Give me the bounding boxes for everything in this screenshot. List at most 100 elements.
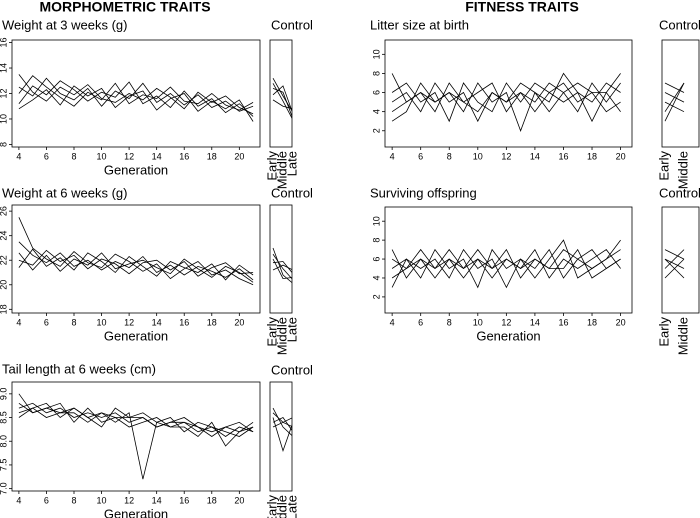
series-line	[272, 264, 292, 271]
y-tick-label: 4	[371, 109, 381, 114]
series-line	[391, 73, 621, 123]
y-tick-label: 6	[371, 257, 381, 262]
panel-title: Weight at 3 weeks (g)	[2, 17, 127, 32]
plot-frame	[384, 39, 633, 148]
x-axis-label: Generation	[104, 506, 168, 518]
series-line	[272, 85, 292, 113]
y-tick-label: 16	[0, 38, 8, 48]
x-tick-label: Early	[656, 151, 671, 181]
x-tick-label: 12	[124, 495, 134, 505]
x-tick-label: 6	[44, 151, 49, 161]
x-tick-label: 8	[71, 317, 76, 327]
x-tick-label: Middle	[274, 317, 289, 355]
x-tick-label: 10	[97, 317, 107, 327]
y-tick-label: 9.0	[0, 388, 8, 401]
x-tick-label: 14	[530, 151, 540, 161]
x-tick-label: 12	[501, 317, 511, 327]
x-tick-label: 12	[501, 151, 511, 161]
x-tick-label: Late	[284, 495, 299, 518]
series-line	[18, 248, 254, 281]
y-tick-label: 20	[0, 280, 8, 290]
plot-frame	[269, 381, 293, 492]
x-tick-label: 18	[587, 151, 597, 161]
series-line	[18, 402, 254, 433]
series-line	[272, 83, 292, 120]
x-tick-label: 8	[71, 151, 76, 161]
x-tick-label: Late	[284, 317, 299, 342]
x-axis-label: Generation	[476, 328, 540, 343]
plot-frame	[661, 206, 700, 314]
x-tick-label: Middle	[675, 317, 690, 355]
x-tick-label: Early	[656, 317, 671, 347]
plot-frame	[11, 381, 261, 492]
panel-title: Litter size at birth	[370, 17, 469, 32]
x-tick-label: 16	[179, 317, 189, 327]
x-tick-label: 10	[473, 151, 483, 161]
series-line	[391, 72, 621, 123]
y-tick-label: 7.5	[0, 459, 8, 472]
y-tick-label: 24	[0, 231, 8, 241]
panel-title: Tail length at 6 weeks (cm)	[2, 361, 156, 376]
section-heading: FITNESS TRAITS	[465, 0, 579, 15]
x-tick-label: Middle	[274, 495, 289, 518]
series-line	[664, 82, 685, 93]
series-line	[18, 393, 254, 437]
x-tick-label: 6	[44, 317, 49, 327]
series-line	[272, 416, 292, 432]
x-tick-label: Late	[284, 151, 299, 176]
x-axis-label: Generation	[104, 162, 168, 177]
x-axis-label: Generation	[104, 328, 168, 343]
x-tick-label: 16	[179, 495, 189, 505]
series-line	[18, 77, 254, 112]
y-tick-label: 12	[0, 88, 8, 98]
series-line	[272, 78, 292, 112]
series-line	[18, 402, 254, 480]
x-tick-label: 8	[447, 151, 452, 161]
x-tick-label: Early	[264, 151, 279, 181]
x-tick-label: 16	[179, 151, 189, 161]
x-tick-label: 18	[207, 317, 217, 327]
series-line	[664, 101, 685, 113]
y-tick-label: 8	[0, 142, 8, 147]
x-tick-label: 20	[234, 495, 244, 505]
series-line	[664, 92, 685, 103]
plot-frame	[384, 206, 633, 314]
y-tick-label: 8	[371, 238, 381, 243]
y-tick-label: 8.0	[0, 435, 8, 448]
series-line	[272, 247, 292, 284]
panel-title: Surviving offspring	[370, 185, 477, 200]
y-tick-label: 14	[0, 63, 8, 73]
section-heading: MORPHOMETRIC TRAITS	[39, 0, 210, 15]
plot-frame	[269, 39, 293, 148]
series-line	[664, 249, 685, 269]
series-line	[18, 217, 254, 286]
x-tick-label: 18	[207, 495, 217, 505]
x-tick-label: 14	[152, 151, 162, 161]
x-tick-label: 14	[152, 495, 162, 505]
series-line	[391, 239, 621, 289]
series-line	[272, 99, 292, 109]
panel-title: Control	[271, 17, 313, 32]
x-tick-label: Early	[264, 495, 279, 518]
x-tick-label: 6	[418, 317, 423, 327]
panel-title: Control	[659, 185, 700, 200]
x-tick-label: 20	[234, 151, 244, 161]
x-tick-label: 16	[558, 151, 568, 161]
y-tick-label: 4	[371, 275, 381, 280]
x-tick-label: 8	[71, 495, 76, 505]
x-tick-label: Middle	[274, 151, 289, 189]
panel-title: Weight at 6 weeks (g)	[2, 185, 127, 200]
series-line	[272, 261, 292, 274]
plot-frame	[11, 204, 261, 314]
x-tick-label: 4	[16, 317, 21, 327]
series-line	[272, 407, 292, 437]
series-line	[272, 258, 292, 280]
series-line	[391, 248, 621, 289]
series-line	[391, 248, 621, 279]
x-tick-label: 16	[558, 317, 568, 327]
x-tick-label: 4	[390, 317, 395, 327]
series-line	[664, 249, 685, 260]
x-tick-label: 12	[124, 317, 134, 327]
series-line	[18, 85, 254, 122]
